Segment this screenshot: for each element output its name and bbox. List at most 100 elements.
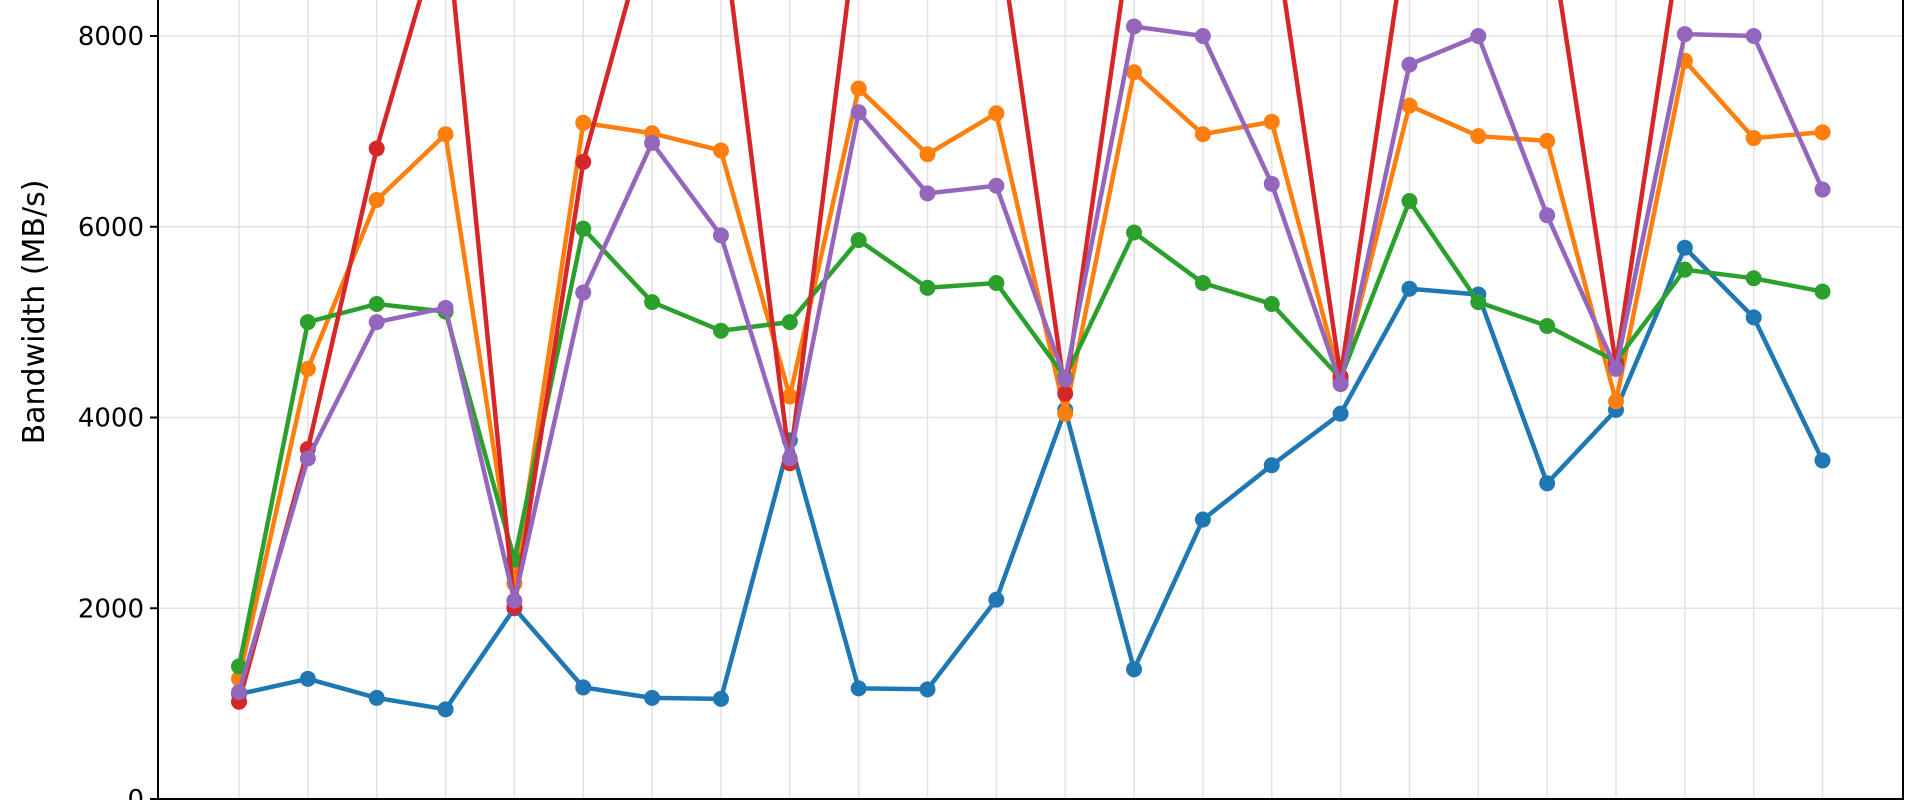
data-point (712, 227, 729, 244)
data-point (1401, 280, 1418, 297)
data-point (231, 684, 247, 701)
data-point (988, 105, 1005, 122)
y-tick-label: 8000 (78, 22, 144, 52)
data-point (1814, 452, 1831, 469)
axes (157, 0, 1904, 800)
data-point (1745, 28, 1762, 44)
data-point (368, 314, 385, 331)
data-point (1401, 97, 1418, 114)
data-point (368, 140, 385, 157)
data-point (850, 232, 867, 249)
data-point (919, 185, 936, 202)
data-point (575, 153, 592, 170)
series-5 (231, 18, 1831, 701)
data-point (437, 701, 454, 718)
data-point (1608, 393, 1624, 410)
data-point (644, 134, 661, 151)
data-point (231, 658, 247, 675)
data-point (1608, 360, 1624, 377)
y-tick-label: 6000 (78, 213, 144, 243)
data-point (1470, 128, 1487, 145)
data-point (712, 690, 729, 707)
data-point (299, 450, 316, 467)
series-1 (231, 239, 1831, 718)
series-line (238, 245, 1825, 712)
data-point (1539, 317, 1556, 334)
data-point (299, 314, 316, 331)
data-point (919, 681, 936, 698)
data-point (1676, 239, 1693, 256)
series-line (236, 0, 1674, 703)
data-point (988, 177, 1005, 194)
data-point (1126, 18, 1143, 35)
data-point (437, 126, 454, 143)
data-point (1126, 661, 1143, 678)
data-point (1539, 475, 1556, 492)
y-ticks: 0 2000 4000 6000 8000 (78, 22, 158, 800)
data-point (1745, 130, 1762, 147)
data-point (781, 450, 798, 467)
data-point (781, 314, 798, 331)
data-point (1263, 457, 1280, 474)
data-point (1332, 405, 1349, 422)
data-point (1470, 28, 1487, 44)
data-point (988, 591, 1005, 608)
series-line (236, 24, 1825, 693)
data-point (368, 689, 385, 706)
data-point (1263, 113, 1280, 130)
data-point (781, 388, 798, 405)
data-point (1057, 385, 1074, 402)
data-point (850, 80, 867, 97)
y-axis-title: Bandwidth (MB/s) (17, 180, 52, 445)
data-point (1401, 192, 1418, 209)
y-tick-label: 2000 (78, 594, 144, 624)
data-point (1676, 261, 1693, 278)
data-point (1194, 511, 1211, 528)
data-point (1814, 124, 1831, 141)
data-point (575, 679, 592, 696)
data-point (1194, 126, 1211, 143)
data-point (1194, 28, 1211, 44)
data-point (1057, 405, 1074, 422)
data-point (1057, 371, 1074, 388)
data-point (850, 680, 867, 697)
data-point (1676, 26, 1693, 43)
data-point (1814, 181, 1831, 198)
data-point (575, 220, 592, 237)
series (231, 0, 1831, 718)
data-point (712, 322, 729, 339)
data-point (368, 296, 385, 313)
data-point (575, 114, 592, 131)
y-tick-label: 0 (127, 785, 144, 800)
data-point (299, 670, 316, 687)
data-point (575, 284, 592, 301)
data-point (1332, 376, 1349, 393)
data-point (1745, 309, 1762, 326)
data-point (299, 360, 316, 377)
data-point (712, 142, 729, 159)
series-line (236, 198, 1823, 667)
data-point (919, 146, 936, 163)
data-point (1263, 175, 1280, 192)
data-point (1539, 207, 1556, 224)
y-tick-label: 4000 (78, 404, 144, 434)
data-point (644, 689, 661, 706)
data-point (1126, 224, 1143, 241)
data-point (988, 275, 1005, 292)
data-point (1401, 56, 1418, 73)
data-point (1745, 270, 1762, 287)
data-point (1263, 296, 1280, 313)
data-point (437, 299, 454, 316)
data-point (644, 294, 661, 311)
data-point (506, 592, 523, 609)
data-point (1814, 283, 1831, 300)
data-point (919, 279, 936, 296)
data-point (1126, 64, 1143, 81)
data-point (1194, 275, 1211, 292)
data-point (368, 192, 385, 209)
data-point (850, 104, 867, 121)
data-point (1470, 294, 1487, 311)
data-point (1539, 132, 1556, 149)
